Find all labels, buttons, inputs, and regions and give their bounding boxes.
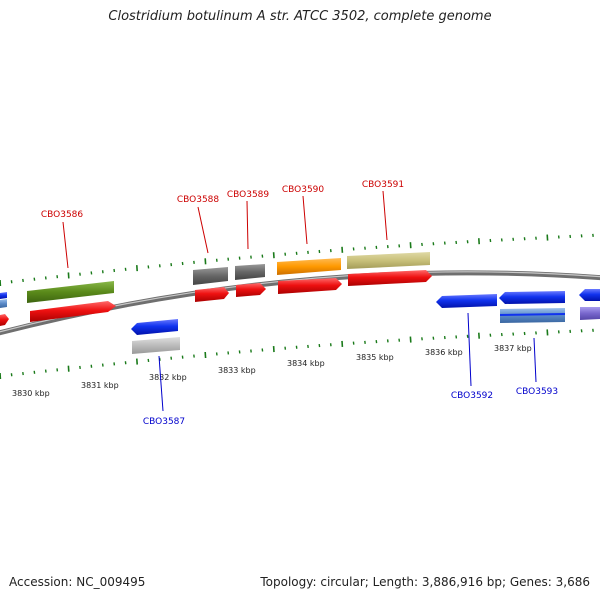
gene-arrow-cbo3590-cog[interactable] [277,258,341,275]
gene-arrow[interactable] [0,299,7,308]
gene-arrow-cbo3588[interactable] [195,287,229,302]
gene-arrow-cbo3590[interactable] [278,278,342,294]
leader-line-cbo3587 [158,355,164,412]
leader-line-cbo3591 [382,190,388,241]
gene-arrow[interactable] [0,292,7,299]
forward-strand-genes [0,252,432,326]
leader-line-cbo3593 [533,337,537,383]
genome-summary: Topology: circular; Length: 3,886,916 bp… [260,575,590,589]
gene-label-cbo3592[interactable]: CBO3592 [451,391,493,401]
gene-label-cbo3589[interactable]: CBO3589 [227,190,270,200]
gene-arrow-cbo3587[interactable] [131,319,178,335]
scale-label-3831: 3831 kbp [81,381,119,390]
gene-arrow-cbo3593[interactable] [499,291,565,304]
gene-arrow-cbo3587-cog[interactable] [132,337,180,354]
genome-title: Clostridium botulinum A str. ATCC 3502, … [108,9,492,24]
gene-arrow[interactable] [580,307,600,320]
gene-arrow-cbo3593-stripe [499,313,566,316]
leader-line-cbo3592 [467,312,472,387]
gene-label-cbo3586[interactable]: CBO3586 [41,210,84,220]
scale-label-3837: 3837 kbp [494,344,532,353]
scale-labels: 3830 kbp 3831 kbp 3832 kbp 3833 kbp 3834… [12,344,532,398]
gene-arrow[interactable] [579,289,600,301]
accession-label: Accession: NC_009495 [9,575,146,589]
label-leader-lines [62,190,537,412]
leader-line-cbo3589 [246,200,249,250]
scale-label-3830: 3830 kbp [12,389,50,398]
gene-arrow-cbo3591[interactable] [348,270,432,286]
gene-labels: CBO3586 CBO3588 CBO3589 CBO3590 CBO3591 … [41,180,558,427]
gene-arrow-cbo3586[interactable] [30,301,116,322]
gene-arrow-cbo3592[interactable] [436,294,497,308]
gene-label-cbo3587[interactable]: CBO3587 [143,417,185,427]
leader-line-cbo3588 [197,206,209,254]
scale-label-3833: 3833 kbp [218,366,256,375]
gene-arrow-cbo3588-cog[interactable] [193,267,228,285]
reverse-strand-genes [131,289,600,354]
gene-label-cbo3593[interactable]: CBO3593 [516,387,558,397]
gene-label-cbo3588[interactable]: CBO3588 [177,195,220,205]
scale-label-3834: 3834 kbp [287,359,325,368]
gene-label-cbo3590[interactable]: CBO3590 [282,185,325,195]
gene-arrow-cbo3589-cog[interactable] [235,264,265,280]
gene-arrow[interactable] [0,314,9,326]
gene-label-cbo3591[interactable]: CBO3591 [362,180,404,190]
scale-label-3835: 3835 kbp [356,353,394,362]
tick-marks [0,233,594,380]
scale-label-3836: 3836 kbp [425,348,463,357]
gene-arrow-cbo3586-cog[interactable] [27,281,114,303]
gene-arrow-cbo3589[interactable] [236,283,266,297]
scale-label-3832: 3832 kbp [149,373,187,382]
leader-line-cbo3586 [62,221,69,269]
gene-arrow-cbo3591-cog[interactable] [347,252,430,269]
leader-line-cbo3590 [302,195,308,245]
